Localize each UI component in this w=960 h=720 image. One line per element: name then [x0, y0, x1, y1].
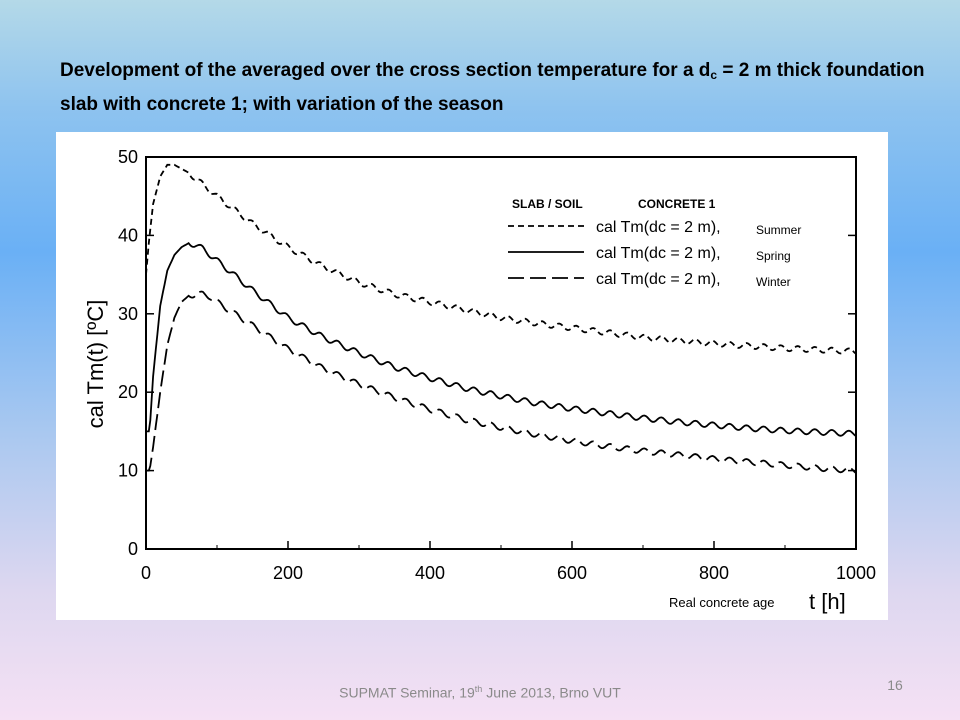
series-line-spring	[146, 242, 857, 437]
series-line-summer	[145, 163, 857, 355]
x-tick-label: 1000	[836, 563, 876, 583]
chart-figure: 0 200 400 600 800 1000 0 10 20 30 40 50 cal Tm(t) […	[56, 132, 888, 620]
temperature-chart: 0 200 400 600 800 1000 0 10 20 30 40 50 cal Tm(t) […	[83, 147, 876, 614]
x-tick-label: 400	[415, 563, 445, 583]
legend-season: Summer	[756, 223, 801, 237]
y-tick-label: 10	[118, 461, 138, 481]
x-axis-label: t [h]	[809, 589, 846, 614]
legend-season: Winter	[756, 275, 791, 289]
page-number: 16	[887, 677, 903, 693]
y-tick-label: 40	[118, 225, 138, 245]
legend-season: Spring	[756, 249, 791, 263]
chart-legend: SLAB / SOIL CONCRETE 1 cal Tm(dc = 2 m),…	[508, 197, 801, 289]
legend-header-slab: SLAB / SOIL	[512, 197, 583, 211]
x-tick-label: 0	[141, 563, 151, 583]
legend-label: cal Tm(dc = 2 m),	[596, 219, 721, 236]
slide-footer: SUPMAT Seminar, 19th June 2013, Brno VUT	[339, 684, 621, 701]
x-tick-label: 200	[273, 563, 303, 583]
slide-title: Development of the averaged over the cro…	[60, 60, 925, 115]
y-tick-label: 20	[118, 382, 138, 402]
series-line-winter	[146, 290, 857, 474]
x-axis-note: Real concrete age	[669, 595, 775, 610]
legend-header-concrete: CONCRETE 1	[638, 197, 716, 211]
x-tick-label: 600	[557, 563, 587, 583]
y-axis-label: cal Tm(t) [ºC]	[83, 300, 108, 429]
legend-label: cal Tm(dc = 2 m),	[596, 271, 721, 288]
plot-frame	[145, 156, 857, 550]
y-tick-label: 50	[118, 147, 138, 167]
legend-label: cal Tm(dc = 2 m),	[596, 245, 721, 262]
y-tick-label: 0	[128, 539, 138, 559]
x-tick-label: 800	[699, 563, 729, 583]
y-tick-label: 30	[118, 304, 138, 324]
